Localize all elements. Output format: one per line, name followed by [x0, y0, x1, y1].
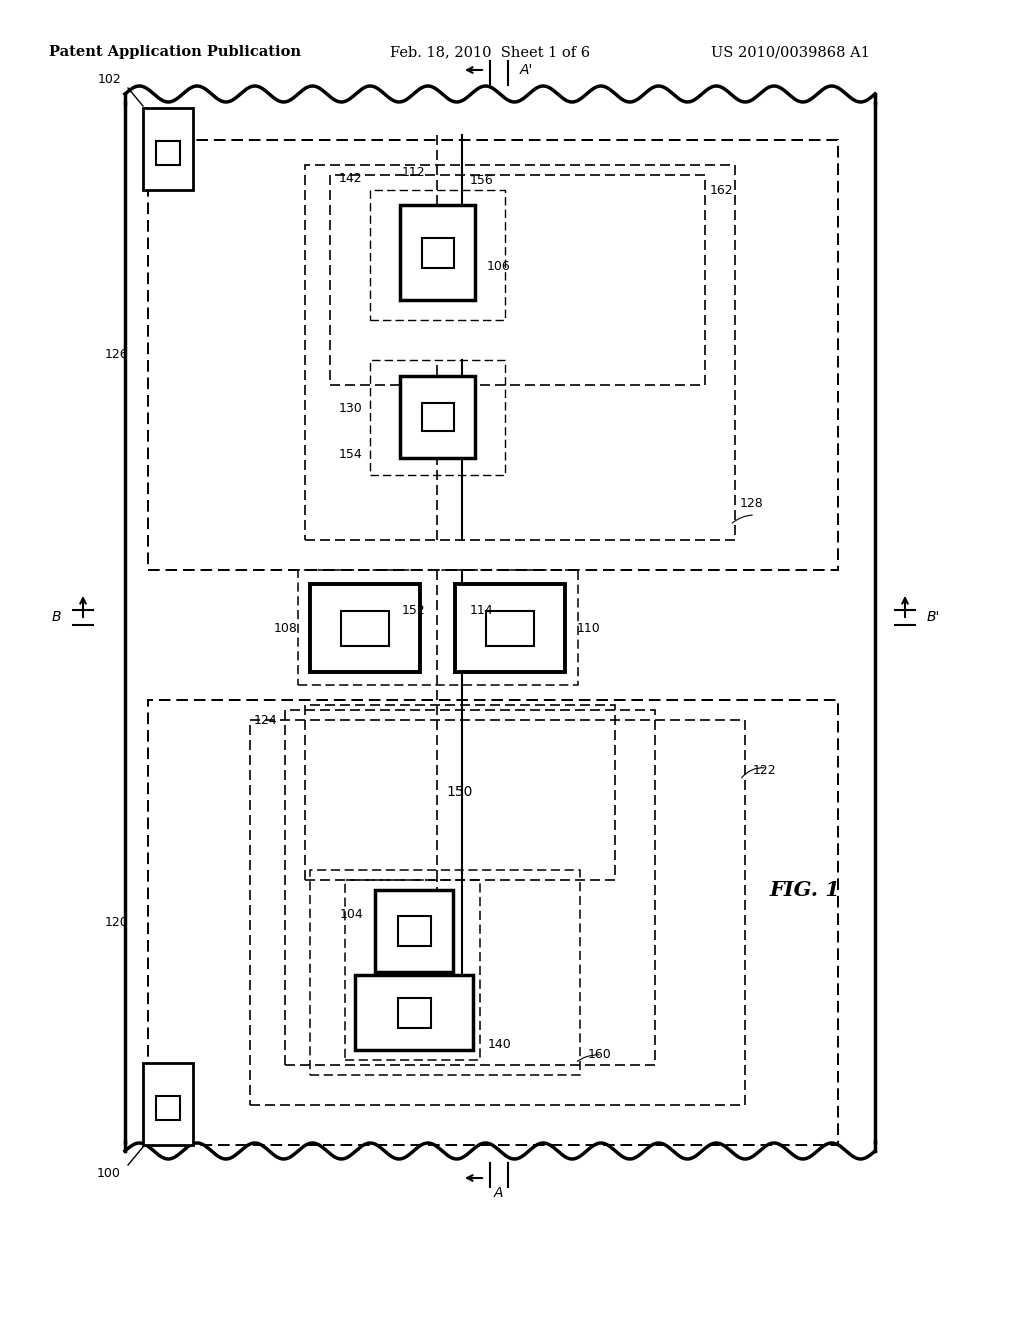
Text: A: A [494, 1185, 503, 1200]
Bar [143, 1063, 193, 1144]
Bar [455, 583, 565, 672]
Bar [422, 403, 454, 432]
Bar [305, 165, 735, 540]
Text: 106: 106 [487, 260, 511, 273]
Bar [341, 610, 389, 645]
Text: 140: 140 [488, 1039, 512, 1052]
Bar [422, 238, 454, 268]
Text: 142: 142 [338, 172, 362, 185]
Text: 156: 156 [470, 173, 494, 186]
Text: 154: 154 [338, 449, 362, 462]
Text: 110: 110 [577, 622, 601, 635]
Text: US 2010/0039868 A1: US 2010/0039868 A1 [711, 45, 869, 59]
Bar [250, 719, 745, 1105]
Text: B: B [51, 610, 61, 624]
Bar [370, 190, 505, 319]
Bar [370, 360, 505, 475]
Bar [148, 700, 838, 1144]
Bar [486, 610, 534, 645]
Text: 104: 104 [339, 908, 362, 921]
Bar [330, 176, 705, 385]
Text: A': A' [520, 63, 534, 77]
Bar [298, 570, 578, 685]
Text: 122: 122 [753, 763, 776, 776]
Text: 120: 120 [104, 916, 128, 929]
Bar [345, 880, 480, 1060]
Text: Patent Application Publication: Patent Application Publication [49, 45, 301, 59]
Bar [148, 140, 838, 570]
Text: 160: 160 [588, 1048, 611, 1061]
Text: 128: 128 [740, 498, 764, 510]
Bar [355, 975, 473, 1049]
Bar [156, 141, 180, 165]
Bar [143, 108, 193, 190]
Text: 100: 100 [97, 1167, 121, 1180]
Text: 162: 162 [710, 183, 733, 197]
Text: 114: 114 [470, 603, 494, 616]
Text: 152: 152 [401, 603, 425, 616]
Text: 150: 150 [446, 785, 473, 800]
Bar [397, 998, 430, 1027]
Bar [310, 583, 420, 672]
Bar [375, 890, 453, 972]
Bar [400, 376, 475, 458]
Text: 102: 102 [97, 73, 121, 86]
Text: FIG. 1: FIG. 1 [770, 880, 841, 900]
Bar [305, 705, 615, 880]
Bar [285, 710, 655, 1065]
Bar [397, 916, 430, 946]
Bar [310, 870, 580, 1074]
Bar [156, 1096, 180, 1119]
Text: Feb. 18, 2010  Sheet 1 of 6: Feb. 18, 2010 Sheet 1 of 6 [390, 45, 590, 59]
Bar [400, 205, 475, 300]
Text: 126: 126 [104, 348, 128, 362]
Text: B': B' [927, 610, 940, 624]
Text: 130: 130 [338, 403, 362, 416]
Text: 108: 108 [274, 622, 298, 635]
Text: 112: 112 [401, 165, 425, 178]
Text: 124: 124 [253, 714, 278, 726]
